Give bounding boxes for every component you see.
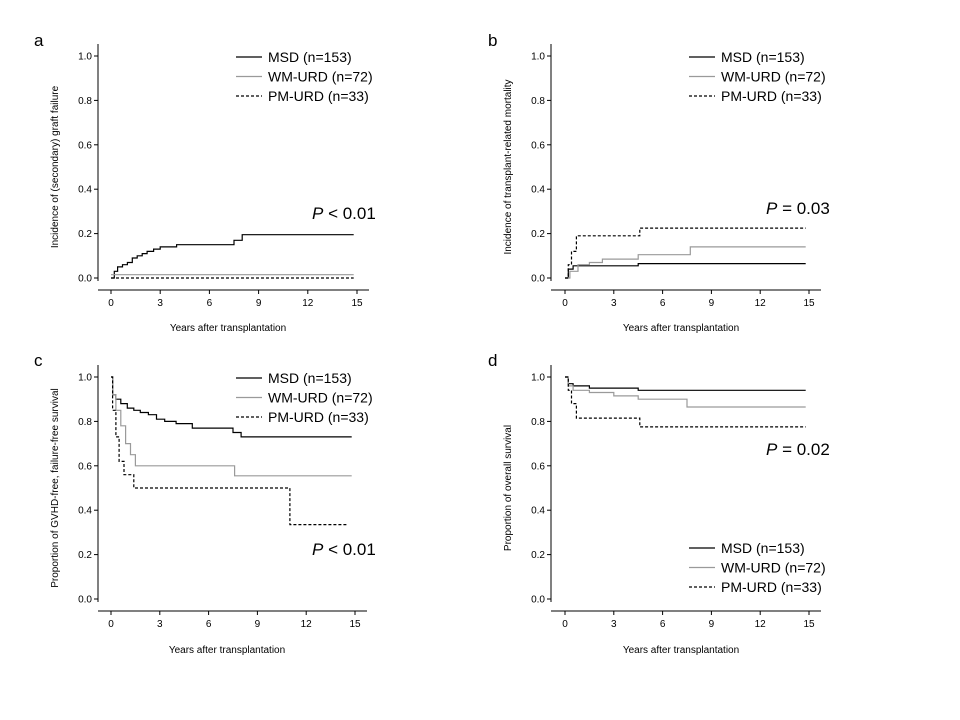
panel-c: c 0.0 0.2 0.4 0.6 0.8 1.0 0 3 6 9 12 15 Years after t…	[34, 351, 376, 656]
x-axis-title: Years after transplantation	[623, 323, 739, 334]
y-axis-title: Proportion of overall survival	[503, 425, 514, 551]
x-tick-label: 3	[611, 298, 617, 309]
p-value-text: < 0.01	[323, 204, 375, 223]
x-tick-label: 15	[803, 619, 815, 630]
panel-b: b 0.0 0.2 0.4 0.6 0.8 1.0 0 3 6 9 12 15 Years after t…	[488, 31, 830, 334]
legend-label: PM-URD (n=33)	[721, 88, 822, 104]
y-tick-label: 0.2	[531, 229, 545, 240]
panel-d: d 0.0 0.2 0.4 0.6 0.8 1.0 0 3 6 9 12 15 Years after t…	[488, 351, 830, 656]
y-tick-label: 1.0	[531, 373, 545, 384]
legend-label: PM-URD (n=33)	[721, 579, 822, 595]
series-line-1	[111, 376, 352, 438]
series-line-3	[565, 376, 806, 428]
x-tick-label: 12	[302, 298, 314, 309]
y-tick-label: 0.8	[78, 96, 92, 107]
p-value-label: P < 0.01	[312, 204, 376, 223]
x-tick-label: 12	[755, 298, 767, 309]
x-tick-label: 0	[108, 298, 114, 309]
y-tick-label: 1.0	[531, 52, 545, 63]
y-tick-label: 0.0	[78, 274, 92, 285]
panel-letter: c	[34, 351, 43, 370]
y-tick-label: 0.2	[78, 550, 92, 561]
legend-label: MSD (n=153)	[268, 49, 352, 65]
legend-label: MSD (n=153)	[721, 49, 805, 65]
legend-label: WM-URD (n=72)	[268, 390, 373, 406]
p-value-symbol: P	[312, 204, 324, 223]
x-tick-label: 6	[206, 619, 212, 630]
legend-label: MSD (n=153)	[721, 540, 805, 556]
legend-label: PM-URD (n=33)	[268, 409, 369, 425]
series-line-1	[565, 263, 806, 279]
y-tick-label: 0.4	[531, 506, 545, 517]
x-tick-label: 9	[709, 298, 715, 309]
series-line-2	[565, 246, 806, 279]
y-tick-label: 0.0	[78, 595, 92, 606]
y-tick-label: 0.6	[531, 461, 545, 472]
y-axis-title: Proportion of GVHD-free, failure-free su…	[50, 388, 61, 588]
y-tick-label: 0.8	[78, 417, 92, 428]
x-axis-title: Years after transplantation	[170, 323, 286, 334]
series-line-3	[111, 376, 347, 526]
y-tick-label: 0.8	[531, 96, 545, 107]
y-axis-title: Incidence of transplant-related mortalit…	[503, 79, 514, 254]
x-tick-label: 3	[157, 298, 163, 309]
y-tick-label: 0.6	[78, 461, 92, 472]
x-tick-label: 0	[562, 298, 568, 309]
series-line-1	[111, 234, 354, 279]
p-value-symbol: P	[312, 540, 324, 559]
y-tick-label: 0.2	[531, 550, 545, 561]
panel-letter: d	[488, 351, 497, 370]
p-value-text: = 0.03	[777, 199, 829, 218]
x-tick-label: 9	[255, 619, 261, 630]
y-tick-label: 1.0	[78, 373, 92, 384]
x-tick-label: 12	[301, 619, 313, 630]
x-tick-label: 15	[349, 619, 361, 630]
x-axis-title: Years after transplantation	[623, 645, 739, 656]
y-tick-label: 0.4	[531, 185, 545, 196]
legend-label: WM-URD (n=72)	[721, 69, 826, 85]
p-value-label: P < 0.01	[312, 540, 376, 559]
series-line-3	[565, 227, 806, 279]
legend-label: MSD (n=153)	[268, 370, 352, 386]
y-tick-label: 1.0	[78, 52, 92, 63]
legend-label: WM-URD (n=72)	[721, 560, 826, 576]
x-tick-label: 9	[256, 298, 262, 309]
p-value-label: P = 0.02	[766, 440, 830, 459]
y-tick-label: 0.2	[78, 229, 92, 240]
y-tick-label: 0.4	[78, 506, 92, 517]
legend-label: PM-URD (n=33)	[268, 88, 369, 104]
x-tick-label: 3	[611, 619, 617, 630]
x-tick-label: 12	[755, 619, 767, 630]
x-tick-label: 15	[803, 298, 815, 309]
x-tick-label: 15	[351, 298, 363, 309]
y-tick-label: 0.6	[531, 140, 545, 151]
series-line-2	[565, 376, 806, 408]
series-line-1	[565, 376, 806, 391]
y-tick-label: 0.4	[78, 185, 92, 196]
x-tick-label: 0	[108, 619, 114, 630]
x-tick-label: 6	[660, 298, 666, 309]
x-tick-label: 3	[157, 619, 163, 630]
y-tick-label: 0.8	[531, 417, 545, 428]
x-tick-label: 0	[562, 619, 568, 630]
x-tick-label: 6	[660, 619, 666, 630]
p-value-label: P = 0.03	[766, 199, 830, 218]
y-tick-label: 0.0	[531, 274, 545, 285]
x-tick-label: 9	[709, 619, 715, 630]
p-value-symbol: P	[766, 199, 778, 218]
p-value-text: < 0.01	[323, 540, 375, 559]
legend-label: WM-URD (n=72)	[268, 69, 373, 85]
panel-letter: a	[34, 31, 44, 50]
x-axis-title: Years after transplantation	[169, 645, 285, 656]
p-value-text: = 0.02	[777, 440, 829, 459]
x-tick-label: 6	[207, 298, 213, 309]
series-line-2	[111, 376, 352, 477]
y-axis-title: Incidence of (secondary) graft failure	[50, 85, 61, 248]
y-tick-label: 0.0	[531, 595, 545, 606]
panel-letter: b	[488, 31, 497, 50]
p-value-symbol: P	[766, 440, 778, 459]
panel-a: a 0.0 0.2 0.4 0.6 0.8 1.0 0 3 6 9 12 15 Years after t…	[34, 31, 376, 334]
y-tick-label: 0.6	[78, 140, 92, 151]
